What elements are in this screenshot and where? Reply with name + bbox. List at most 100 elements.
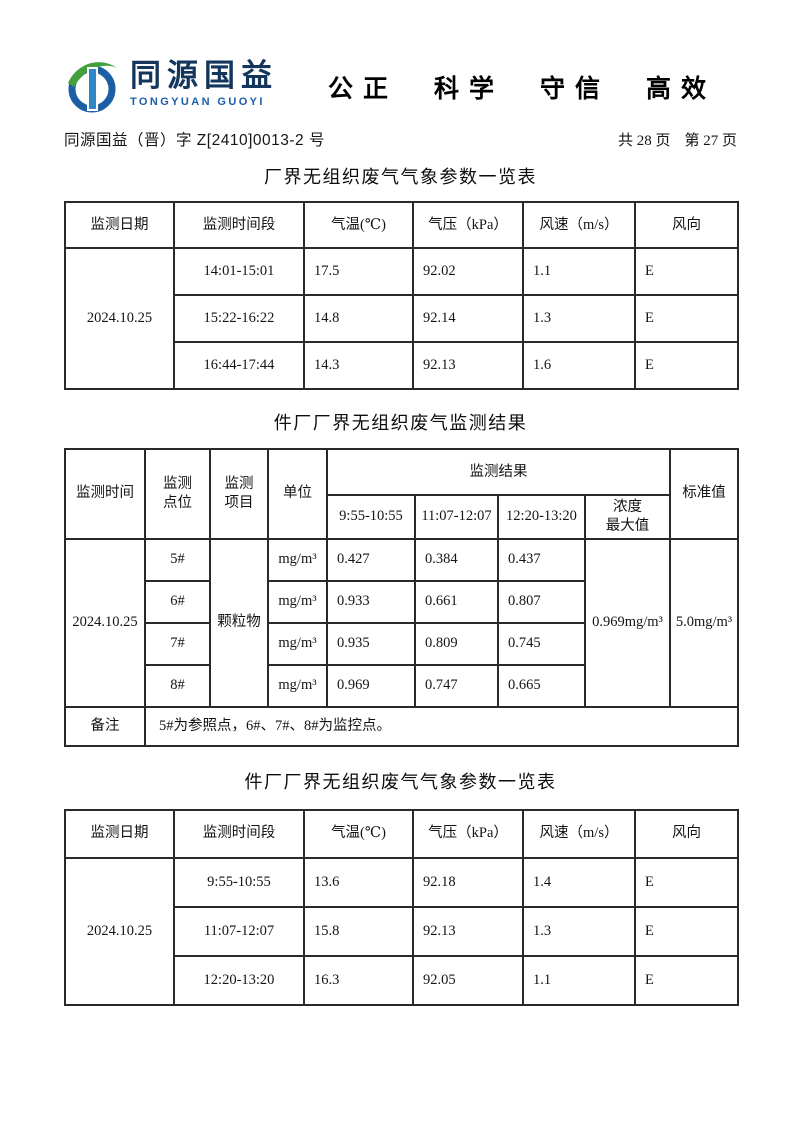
th-temperature: 气温(℃)	[303, 808, 414, 859]
table-row: 12:20-13:20 16.3 92.05 1.1 E	[65, 954, 739, 1006]
company-logo: 同源国益 TONGYUAN GUOYI	[64, 56, 278, 121]
cell-wind-direction: E	[634, 954, 739, 1006]
th-monitor-item: 监测 项目	[209, 448, 269, 540]
table-row: 监测日期 监测时间段 气温(℃) 气压（kPa） 风速（m/s） 风向	[64, 201, 739, 249]
page-total: 共 28 页	[617, 133, 671, 149]
cell-temp: 17.5	[303, 247, 414, 296]
th-wind-direction: 风向	[634, 201, 739, 249]
cell-wind-speed: 1.3	[522, 905, 636, 957]
cell-pressure: 92.05	[412, 954, 524, 1006]
cell-value: 0.384	[414, 537, 499, 582]
cell-wind-direction: E	[634, 341, 739, 390]
table-row: 8# mg/m³ 0.969 0.747 0.665	[65, 663, 738, 708]
page-info: 共 28 页第 27 页	[618, 129, 737, 150]
th-pressure: 气压（kPa）	[412, 808, 524, 859]
logo-company-name-en: TONGYUAN GUOYI	[130, 95, 265, 108]
cell-unit: mg/m³	[267, 579, 328, 624]
table-row: 11:07-12:07 15.8 92.13 1.3 E	[65, 905, 739, 957]
th-monitor-date: 监测日期	[64, 808, 175, 859]
cell-pressure: 92.02	[412, 247, 524, 296]
table-row: 2024.10.25 9:55-10:55 13.6 92.18 1.4 E	[64, 856, 739, 1006]
table-3-title: 件厂厂界无组织废气气象参数一览表	[244, 771, 557, 792]
tongyuan-logo-icon	[64, 56, 122, 121]
cell-wind-speed: 1.1	[522, 247, 636, 296]
cell-period: 12:20-13:20	[173, 954, 305, 1006]
cell-temp: 15.8	[303, 905, 414, 957]
cell-value: 0.427	[326, 537, 416, 582]
table-row: 监测时间 监测 点位 监测 项目 单位 监测结果 标准值	[64, 448, 739, 540]
th-unit: 单位	[267, 448, 328, 540]
cell-note-label: 备注	[64, 705, 146, 747]
table-row: 2024.10.25 14:01-15:01 17.5 92.02 1.1 E	[64, 247, 739, 390]
cell-period: 15:22-16:22	[173, 294, 305, 343]
table-row: 16:44-17:44 14.3 92.13 1.6 E	[65, 341, 739, 390]
th-wind-speed: 风速（m/s）	[522, 808, 636, 859]
page-header: 同源国益 TONGYUAN GUOYI 公正 科学 守信 高效	[64, 56, 737, 121]
cell-point: 6#	[144, 579, 211, 624]
table-row: 备注 5#为参照点，6#、7#、8#为监控点。	[64, 705, 739, 747]
cell-value: 0.935	[326, 621, 416, 666]
th-period-2: 11:07-12:07	[414, 494, 499, 540]
document-number: 同源国益（晋）字 Z[2410]0013-2 号	[64, 132, 325, 149]
cell-value: 0.665	[497, 663, 586, 708]
cell-pressure: 92.18	[412, 856, 524, 908]
cell-standard-value: 5.0mg/m³	[669, 537, 739, 708]
cell-date: 2024.10.25	[64, 247, 175, 390]
cell-pressure: 92.13	[412, 341, 524, 390]
th-wind-speed: 风速（m/s）	[522, 201, 636, 249]
cell-date: 2024.10.25	[64, 537, 146, 708]
th-monitor-period: 监测时间段	[173, 201, 305, 249]
cell-max-value: 0.969mg/m³	[584, 537, 671, 708]
cell-unit: mg/m³	[267, 537, 328, 582]
cell-period: 11:07-12:07	[173, 905, 305, 957]
cell-unit: mg/m³	[267, 663, 328, 708]
th-result-group: 监测结果	[326, 448, 671, 496]
cell-value: 0.747	[414, 663, 499, 708]
cell-wind-speed: 1.1	[522, 954, 636, 1006]
th-pressure: 气压（kPa）	[412, 201, 524, 249]
document-info-row: 同源国益（晋）字 Z[2410]0013-2 号 共 28 页第 27 页	[64, 128, 737, 150]
th-wind-direction: 风向	[634, 808, 739, 859]
table-row: 15:22-16:22 14.8 92.14 1.3 E	[65, 294, 739, 343]
cell-wind-direction: E	[634, 294, 739, 343]
cell-wind-direction: E	[634, 905, 739, 957]
th-period-1: 9:55-10:55	[326, 494, 416, 540]
th-monitor-time: 监测时间	[64, 448, 146, 540]
table-row: 2024.10.25 5# 颗粒物 mg/m³ 0.427 0.384 0.43…	[64, 537, 739, 708]
weather-table-2: 监测日期 监测时间段 气温(℃) 气压（kPa） 风速（m/s） 风向 2024…	[64, 808, 739, 1006]
cell-value: 0.807	[497, 579, 586, 624]
cell-wind-direction: E	[634, 247, 739, 296]
company-slogan: 公正 科学 守信 高效	[328, 69, 752, 105]
slogan-word: 高效	[646, 75, 717, 103]
th-period-3: 12:20-13:20	[497, 494, 586, 540]
table-1-title: 厂界无组织废气气象参数一览表	[264, 167, 537, 187]
th-standard: 标准值	[669, 448, 739, 540]
th-temperature: 气温(℃)	[303, 201, 414, 249]
slogan-word: 公正	[328, 75, 399, 103]
cell-note-text: 5#为参照点，6#、7#、8#为监控点。	[144, 705, 739, 747]
cell-wind-speed: 1.4	[522, 856, 636, 908]
page-current: 第 27 页	[684, 133, 737, 149]
cell-value: 0.661	[414, 579, 499, 624]
cell-pressure: 92.14	[412, 294, 524, 343]
cell-wind-speed: 1.3	[522, 294, 636, 343]
cell-unit: mg/m³	[267, 621, 328, 666]
cell-temp: 14.8	[303, 294, 414, 343]
th-monitor-point: 监测 点位	[144, 448, 211, 540]
logo-text-block: 同源国益 TONGYUAN GUOYI	[130, 58, 278, 108]
cell-item: 颗粒物	[209, 537, 269, 708]
cell-temp: 16.3	[303, 954, 414, 1006]
slogan-word: 守信	[540, 75, 611, 103]
result-table: 监测时间 监测 点位 监测 项目 单位 监测结果 标准值 9:55-10:55 …	[64, 448, 739, 747]
cell-pressure: 92.13	[412, 905, 524, 957]
cell-value: 0.969	[326, 663, 416, 708]
cell-value: 0.933	[326, 579, 416, 624]
cell-period: 14:01-15:01	[173, 247, 305, 296]
cell-temp: 14.3	[303, 341, 414, 390]
table-row: 9:55-10:55 11:07-12:07 12:20-13:20 浓度 最大…	[65, 494, 738, 540]
logo-company-name: 同源国益	[130, 58, 278, 93]
weather-table-1: 监测日期 监测时间段 气温(℃) 气压（kPa） 风速（m/s） 风向 2024…	[64, 201, 739, 390]
cell-wind-direction: E	[634, 856, 739, 908]
table-2-title: 件厂厂界无组织废气监测结果	[273, 413, 528, 433]
